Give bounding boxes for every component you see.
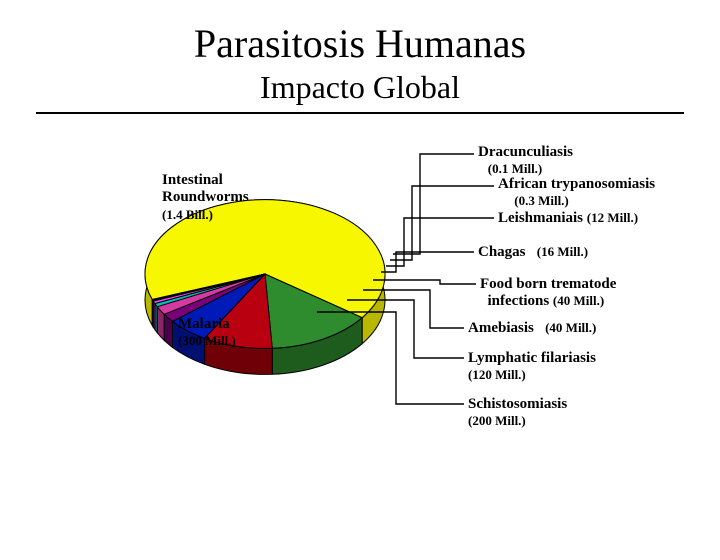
- page-title: Parasitosis Humanas: [0, 20, 720, 67]
- leader-lymph: [347, 300, 464, 358]
- label-aft: African trypanosomiasis (0.3 Mill.): [498, 176, 655, 211]
- leader-lines: [0, 114, 720, 514]
- leader-chagas: [381, 252, 474, 272]
- leader-foodtrem: [373, 280, 476, 284]
- label-schisto: Schistosomiasis(200 Mill.): [468, 396, 567, 431]
- label-intestinal: IntestinalRoundworms(1.4 Bill.): [162, 172, 249, 224]
- label-leish: Leishmaniais (12 Mill.): [498, 210, 638, 227]
- leader-drac: [393, 154, 474, 254]
- label-foodtrem: Food born trematode infections (40 Mill.…: [480, 276, 616, 311]
- label-lymph: Lymphatic filariasis(120 Mill.): [468, 350, 596, 385]
- label-drac: Dracunculiasis (0.1 Mill.): [478, 144, 573, 179]
- page-subtitle: Impacto Global: [0, 69, 720, 106]
- label-malaria: Malaria(300 Mill.): [178, 316, 236, 351]
- label-amebiasis: Amebiasis (40 Mill.): [468, 320, 596, 337]
- chart-stage: IntestinalRoundworms(1.4 Bill.) Malaria(3…: [0, 114, 720, 514]
- label-chagas: Chagas (16 Mill.): [478, 244, 588, 261]
